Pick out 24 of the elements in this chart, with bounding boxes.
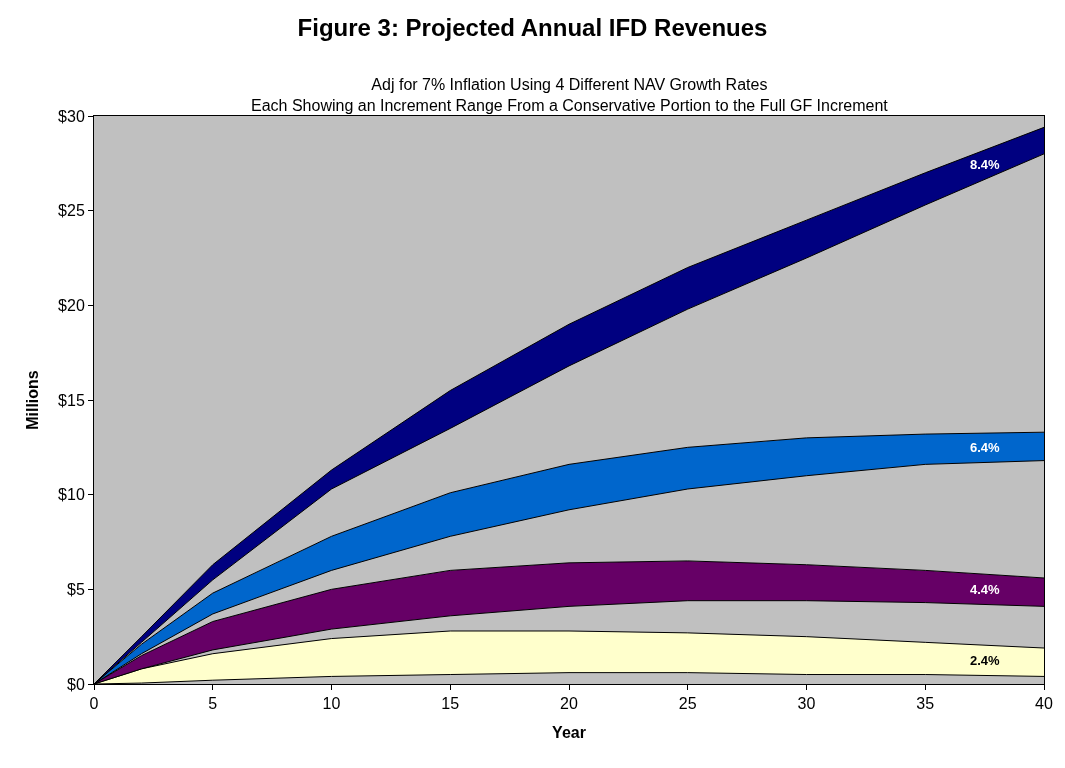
series-label: 4.4% [970, 582, 1001, 597]
y-tick-label: $5 [67, 580, 85, 598]
chart-subtitle: Adj for 7% Inflation Using 4 Different NAV Growth Rates Each Showing an Increment Range From a Conservative Portion to the Full GF Increment [251, 76, 889, 114]
y-tick-label: $30 [58, 107, 85, 125]
y-tick-label: $25 [58, 202, 85, 220]
series-label: 8.4% [970, 157, 1001, 172]
x-tick-label: 40 [1035, 695, 1053, 713]
y-tick-label: $20 [58, 296, 85, 314]
y-tick-label: $10 [58, 486, 85, 504]
x-tick-label: 30 [797, 695, 816, 713]
series-label: 6.4% [970, 440, 1001, 455]
y-tick-label: $0 [67, 675, 85, 693]
x-tick-label: 5 [208, 695, 218, 713]
x-tick-label: 35 [916, 695, 935, 713]
y-axis-title: Millions [24, 370, 41, 430]
x-axis-title: Year [552, 723, 586, 741]
x-tick-label: 15 [441, 695, 460, 713]
chart-title: Figure 3: Projected Annual IFD Revenues [297, 14, 768, 41]
y-tick-label: $15 [58, 391, 85, 409]
x-tick-label: 25 [678, 695, 697, 713]
series-label: 2.4% [970, 653, 1001, 668]
x-tick-label: 20 [560, 695, 578, 713]
x-tick-label: 0 [89, 695, 99, 713]
x-tick-label: 10 [322, 695, 341, 713]
